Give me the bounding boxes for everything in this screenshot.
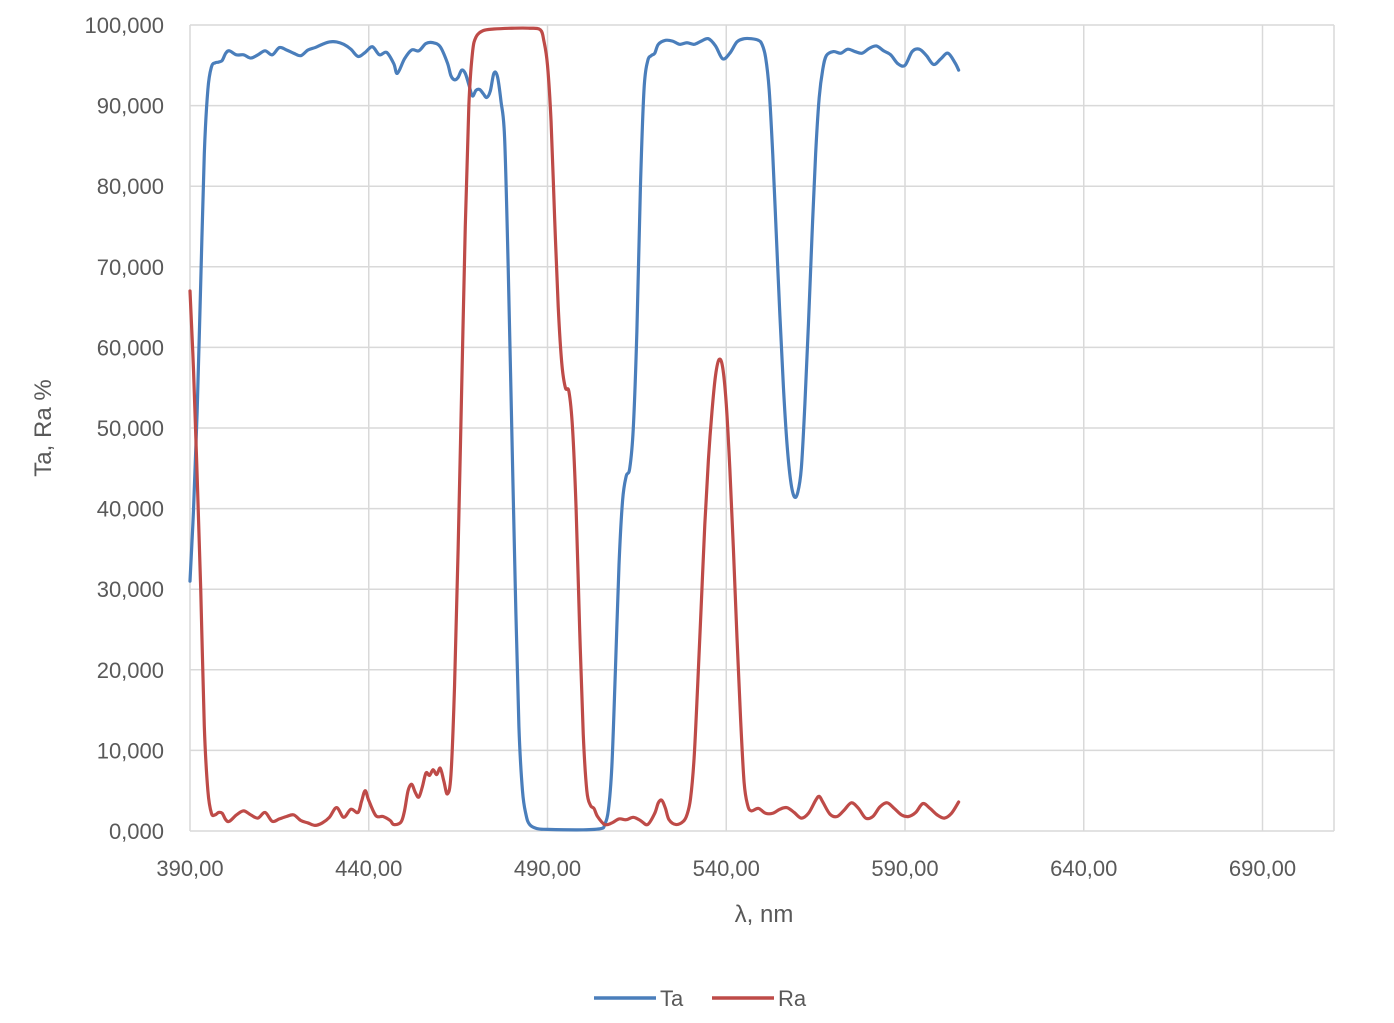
y-axis-tick-labels: 0,000 10,000 20,000 30,000 40,000 50,000 60,00… <box>84 13 164 844</box>
y-tick-label: 80,000 <box>97 174 164 199</box>
y-tick-label: 20,000 <box>97 658 164 683</box>
x-axis-title: λ, nm <box>735 901 794 928</box>
legend-label-ra: Ra <box>778 986 807 1011</box>
x-tick-label: 590,00 <box>871 856 938 881</box>
y-tick-label: 0,000 <box>109 819 164 844</box>
x-tick-label: 690,00 <box>1229 856 1296 881</box>
legend: Ta Ra <box>594 986 807 1011</box>
x-axis-tick-labels: 390,00 440,00 490,00 540,00 590,00 640,00 690,… <box>156 856 1296 881</box>
y-tick-label: 60,000 <box>97 335 164 360</box>
x-tick-label: 440,00 <box>335 856 402 881</box>
horizontal-gridlines <box>190 24 1334 832</box>
x-tick-label: 540,00 <box>693 856 760 881</box>
series-lines <box>188 26 961 832</box>
series-line-ta <box>188 36 961 832</box>
series-line-ra <box>188 26 961 827</box>
y-tick-label: 40,000 <box>97 497 164 522</box>
x-tick-label: 640,00 <box>1050 856 1117 881</box>
legend-label-ta: Ta <box>660 986 684 1011</box>
x-tick-label: 390,00 <box>156 856 223 881</box>
y-tick-label: 90,000 <box>97 94 164 119</box>
y-tick-label: 100,000 <box>84 13 164 38</box>
y-tick-label: 50,000 <box>97 416 164 441</box>
y-tick-label: 70,000 <box>97 255 164 280</box>
x-tick-label: 490,00 <box>514 856 581 881</box>
y-tick-label: 10,000 <box>97 738 164 763</box>
y-tick-label: 30,000 <box>97 577 164 602</box>
y-axis-title: Ta, Ra % <box>30 379 57 476</box>
